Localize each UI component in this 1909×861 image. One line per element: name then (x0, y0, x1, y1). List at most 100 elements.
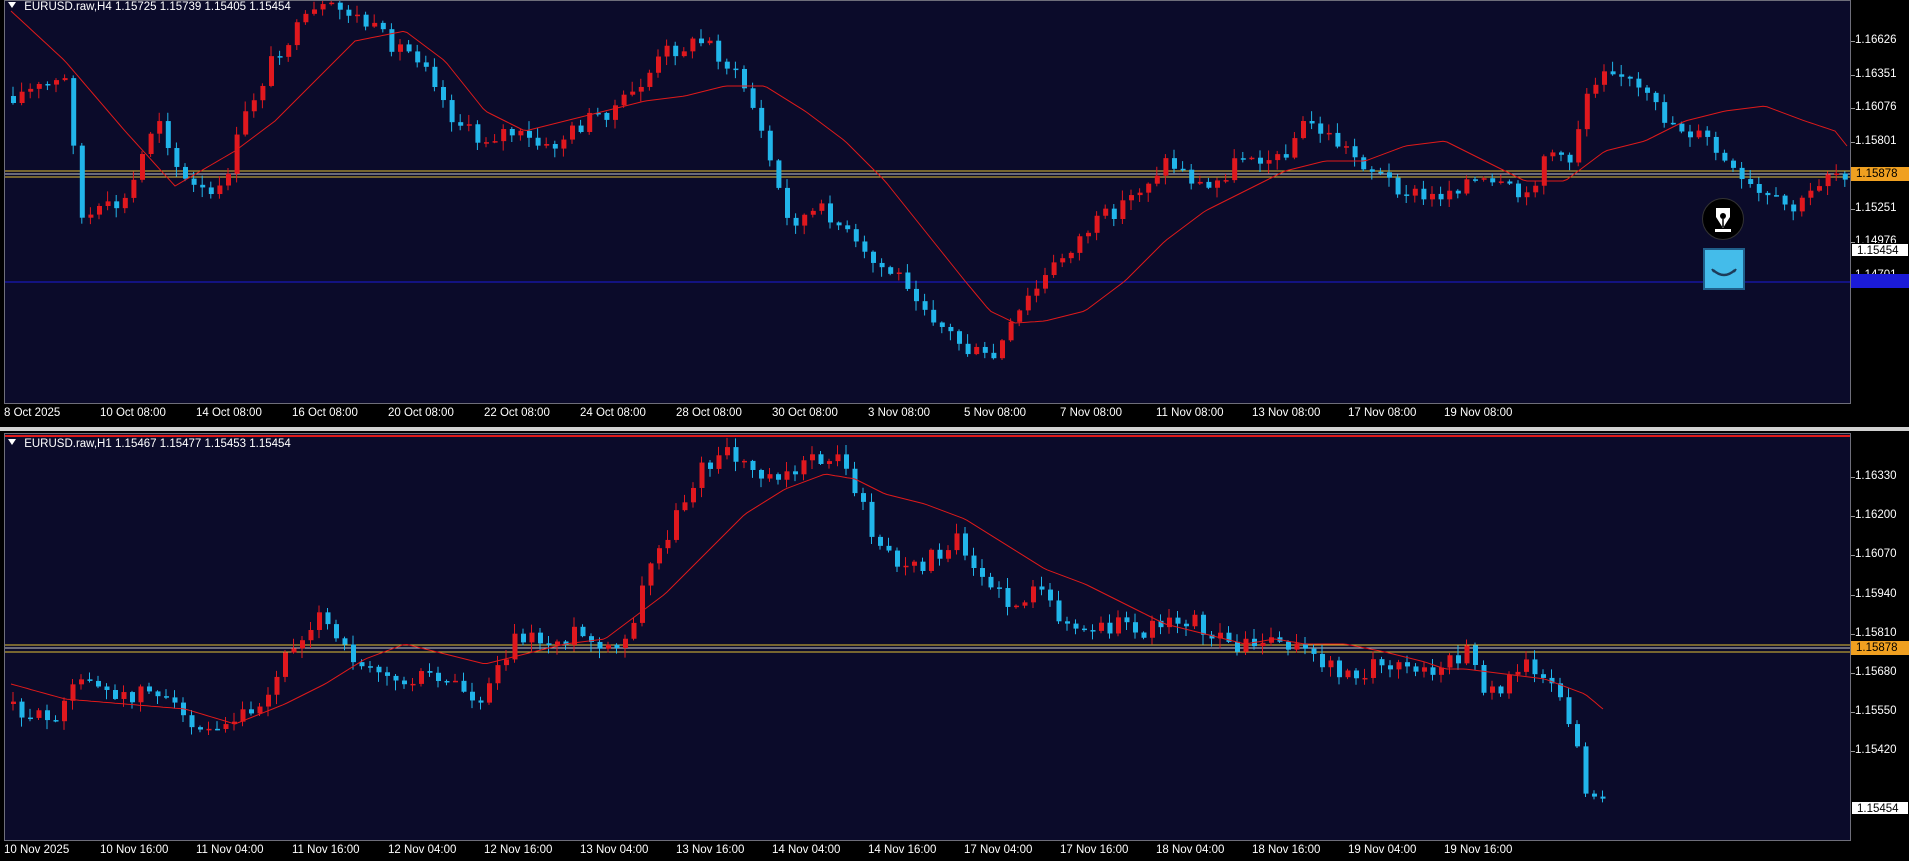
smile-tool-button[interactable] (1703, 248, 1745, 290)
bear-candle (1731, 160, 1736, 168)
bull-candle (1498, 181, 1504, 183)
time-axis-label: 7 Nov 08:00 (1060, 407, 1123, 419)
bull-candle (974, 346, 980, 355)
bull-candle (1584, 93, 1590, 130)
bear-candle (1387, 172, 1392, 178)
bull-candle (1223, 180, 1229, 182)
time-axis-label: 19 Nov 08:00 (1444, 407, 1513, 419)
bear-candle (1395, 177, 1401, 195)
bear-candle (862, 241, 868, 252)
bull-candle (234, 134, 240, 174)
bear-candle (1756, 183, 1762, 193)
time-axis-label: 5 Nov 08:00 (964, 407, 1027, 419)
bull-candle (492, 141, 498, 143)
bull-candle (1260, 642, 1266, 647)
price-axis-label: 1.15420 (1855, 744, 1897, 757)
time-axis-label: 12 Nov 04:00 (388, 844, 457, 856)
price-axis-label: 1.15801 (1855, 134, 1897, 147)
bear-candle (1739, 167, 1745, 180)
bear-candle (436, 672, 441, 682)
bull-candle (1696, 130, 1702, 138)
bear-candle (155, 691, 161, 697)
bear-candle (1653, 92, 1659, 103)
bull-candle (1447, 655, 1453, 668)
time-axis-label: 17 Nov 08:00 (1348, 407, 1417, 419)
bear-candle (1498, 686, 1504, 694)
price-axis-label: 1.16070 (1855, 548, 1897, 561)
bear-candle (277, 56, 283, 58)
h1-plot-area[interactable] (4, 433, 1851, 841)
bull-candle (1137, 192, 1143, 196)
bear-candle (1283, 154, 1289, 158)
bull-candle (1163, 158, 1169, 176)
bear-candle (716, 40, 722, 62)
bull-candle (36, 710, 42, 718)
bull-candle (312, 9, 317, 14)
bear-candle (793, 471, 798, 475)
bear-candle (1133, 622, 1138, 633)
bear-candle (538, 632, 543, 644)
bull-candle (300, 640, 305, 649)
bear-candle (1354, 670, 1359, 679)
bull-candle (138, 686, 144, 703)
bear-candle (1842, 173, 1848, 180)
bear-candle (1235, 641, 1240, 652)
h4-blue-line-badge (1851, 274, 1909, 288)
bear-candle (1507, 181, 1513, 184)
bear-candle (888, 267, 894, 274)
bull-candle (1060, 258, 1066, 263)
time-axis-label: 11 Nov 16:00 (292, 844, 360, 856)
bear-candle (1567, 154, 1573, 163)
bull-candle (1031, 586, 1036, 603)
bull-candle (1292, 138, 1298, 158)
panel-separator[interactable] (0, 427, 1909, 431)
bear-candle (920, 561, 926, 571)
h1-time-axis[interactable]: 10 Nov 2025 10 Nov 16:00 11 Nov 04:00 11 No… (0, 841, 1851, 861)
bull-candle (903, 565, 909, 568)
bull-candle (621, 94, 627, 106)
bear-candle (402, 680, 407, 685)
bear-candle (1379, 659, 1385, 666)
h4-price-axis[interactable]: 1.166261.163511.160761.158011.155261.152… (1851, 0, 1909, 404)
time-axis-label: 22 Oct 08:00 (484, 407, 550, 419)
bull-candle (36, 83, 42, 89)
bull-candle (419, 671, 424, 684)
bull-candle (1524, 659, 1529, 672)
h1-price-axis[interactable]: 1.16330 1.16200 1.16070 1.15940 1.15810 1.156… (1851, 433, 1909, 841)
bull-candle (725, 447, 730, 456)
bear-candle (114, 201, 120, 209)
time-axis-label: 8 Oct 2025 (4, 407, 61, 419)
bear-candle (750, 460, 756, 470)
bull-candle (587, 112, 593, 132)
bull-candle (682, 502, 688, 511)
bull-candle (1825, 174, 1831, 187)
bear-candle (869, 501, 875, 537)
dropdown-triangle-icon[interactable] (8, 439, 16, 445)
bear-candle (997, 587, 1002, 589)
bull-candle (79, 679, 84, 685)
bear-candle (1645, 87, 1650, 93)
bear-candle (415, 51, 421, 63)
price-axis-label: 1.15810 (1855, 626, 1897, 639)
bear-candle (1337, 660, 1342, 678)
h4-time-axis[interactable]: 8 Oct 2025 10 Oct 08:00 14 Oct 08:00 16 Oct… (0, 404, 1851, 424)
price-tick (1851, 751, 1855, 753)
pen-tool-button[interactable] (1702, 198, 1744, 240)
bear-candle (346, 9, 352, 16)
bull-candle (1507, 674, 1512, 694)
bear-candle (1073, 623, 1079, 629)
price-axis-label: 1.15680 (1855, 666, 1897, 678)
chart-window-h4[interactable]: EURUSD.raw,H4 1.15725 1.15739 1.15405 1.… (0, 0, 1909, 427)
time-axis-label: 19 Nov 04:00 (1348, 844, 1417, 856)
time-axis-label: 24 Oct 08:00 (580, 407, 646, 419)
price-axis-label: 1.15251 (1855, 201, 1897, 214)
h4-plot-area[interactable] (4, 0, 1851, 404)
bull-candle (1371, 659, 1376, 678)
chart-window-h1[interactable]: EURUSD.raw,H1 1.15467 1.15477 1.15453 1.… (0, 431, 1909, 859)
bear-candle (406, 44, 412, 52)
bull-candle (484, 142, 489, 144)
bull-candle (62, 700, 67, 722)
bull-candle (105, 201, 111, 206)
dropdown-triangle-icon[interactable] (8, 2, 16, 8)
bear-candle (189, 715, 195, 728)
